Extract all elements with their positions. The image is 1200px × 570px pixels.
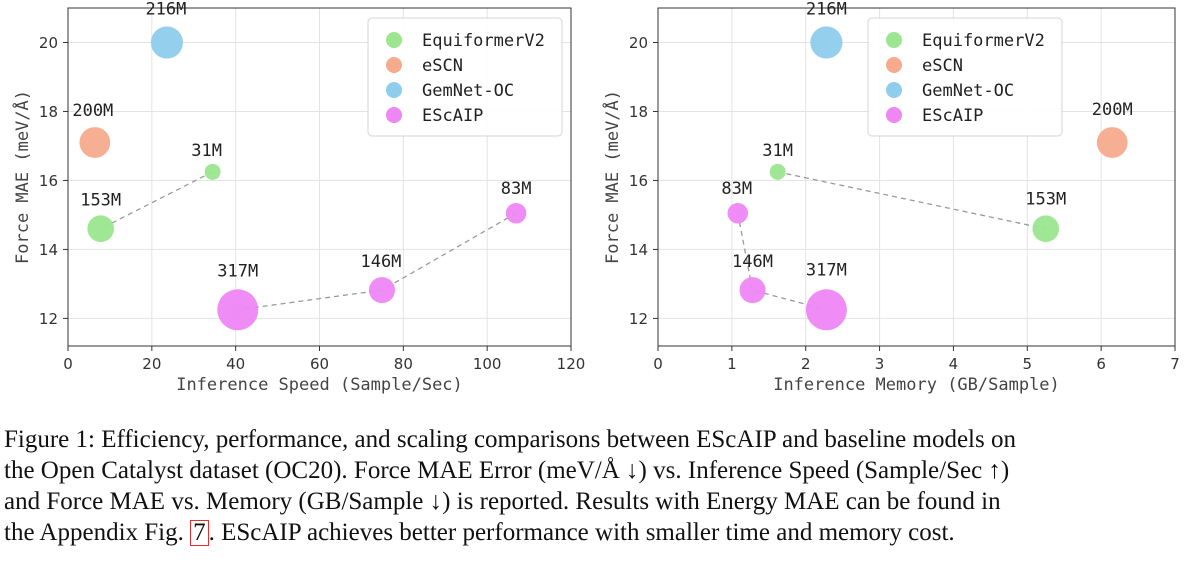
x-tick-label: 2 — [801, 355, 811, 373]
series-connector-escaip — [737, 213, 827, 311]
legend-label: GemNet-OC — [422, 81, 514, 101]
data-label: 153M — [1025, 189, 1066, 209]
figure-reference-link[interactable]: 7 — [190, 520, 209, 546]
data-point-gemnet-oc-216M — [150, 26, 184, 59]
data-point-escaip-146M — [739, 277, 766, 304]
data-label: 83M — [501, 179, 532, 199]
chart-1: 0 20 40 60 80 100 120 12 14 16 18 20 Inference Speed… — [11, 0, 585, 395]
x-tick-label: 80 — [394, 355, 413, 373]
y-tick-label: 14 — [39, 241, 58, 259]
y-tick-label: 20 — [629, 34, 648, 52]
caption-line-4-end: . EScAIP achieves better performance wit… — [208, 519, 955, 546]
legend-label: GemNet-OC — [922, 81, 1014, 101]
data-label: 146M — [360, 252, 401, 272]
data-point-equiformerv2-31M — [204, 163, 221, 180]
x-tick-label: 6 — [1096, 355, 1106, 373]
data-point-equiformerv2-153M — [87, 215, 115, 243]
legend-label: EScAIP — [422, 106, 483, 126]
caption-line-3: and Force MAE vs. Memory (GB/Sample ↓) i… — [4, 488, 1001, 515]
x-tick-label: 20 — [142, 355, 161, 373]
legend-label: EScAIP — [922, 106, 983, 126]
legend-swatch — [886, 32, 902, 48]
legend-label: EquiformerV2 — [922, 31, 1045, 51]
y-tick-label: 14 — [629, 241, 648, 259]
caption-line-4: the Appendix Fig. 7. EScAIP achieves bet… — [4, 517, 1196, 548]
legend-swatch — [386, 57, 402, 73]
legend-swatch — [886, 57, 902, 73]
x-tick-label: 5 — [1023, 355, 1033, 373]
data-point-gemnet-oc-216M — [810, 26, 843, 59]
legend-swatch — [386, 82, 402, 98]
x-tick-label: 7 — [1170, 355, 1180, 373]
y-tick-label: 20 — [39, 34, 58, 52]
legend-swatch — [386, 32, 402, 48]
x-tick-label: 4 — [949, 355, 959, 373]
legend-label: eSCN — [422, 56, 463, 76]
data-point-equiformerv2-153M — [1032, 215, 1060, 243]
data-label: 200M — [1092, 100, 1133, 120]
data-point-escaip-83M — [727, 202, 749, 224]
legend-box — [867, 17, 1063, 137]
data-label: 31M — [191, 141, 222, 161]
data-point-escaip-146M — [368, 277, 395, 304]
legend-label: EquiformerV2 — [422, 31, 545, 51]
legend-swatch — [386, 107, 402, 123]
y-tick-label: 12 — [39, 310, 58, 328]
data-point-equiformerv2-31M — [769, 163, 786, 180]
x-tick-label: 0 — [63, 355, 73, 373]
data-point-escaip-317M — [805, 289, 847, 331]
data-point-escaip-83M — [505, 202, 527, 224]
data-label: 317M — [217, 261, 258, 281]
x-tick-label: 120 — [557, 355, 586, 373]
y-axis-label: Force MAE (meV/Å) — [11, 90, 33, 264]
figure-caption: Figure 1: Efficiency, performance, and s… — [4, 424, 1196, 548]
x-tick-label: 40 — [226, 355, 245, 373]
data-point-escaip-317M — [217, 289, 259, 331]
y-tick-label: 12 — [629, 310, 648, 328]
legend-swatch — [886, 107, 902, 123]
x-tick-label: 0 — [653, 355, 663, 373]
data-label: 83M — [721, 179, 752, 199]
x-tick-label: 60 — [310, 355, 329, 373]
caption-line-4-start: the Appendix Fig. — [4, 519, 184, 546]
legend: EquiformerV2 eSCN GemNet-OC EScAIP — [867, 17, 1063, 137]
series-connector-equiformerv2 — [777, 171, 1046, 230]
y-tick-label: 18 — [39, 103, 58, 121]
legend-label: eSCN — [922, 56, 963, 76]
data-label: 216M — [806, 0, 847, 19]
data-label: 31M — [762, 141, 793, 161]
y-tick-label: 16 — [39, 172, 58, 190]
plot-frame — [657, 7, 1176, 347]
x-tick-label: 100 — [473, 355, 502, 373]
x-tick-label: 1 — [727, 355, 737, 373]
data-label: 216M — [145, 0, 186, 19]
data-label: 200M — [72, 101, 113, 121]
data-label: 317M — [806, 260, 847, 280]
legend-box — [367, 17, 563, 137]
x-axis-label: Inference Memory (GB/Sample) — [773, 375, 1060, 395]
series-connector-equiformerv2 — [100, 171, 213, 230]
legend-swatch — [886, 82, 902, 98]
y-tick-label: 16 — [629, 172, 648, 190]
caption-line-2: the Open Catalyst dataset (OC20). Force … — [4, 457, 1010, 484]
data-point-escn-200M — [79, 127, 111, 158]
caption-line-1: Figure 1: Efficiency, performance, and s… — [4, 426, 1016, 453]
y-tick-label: 18 — [629, 103, 648, 121]
data-point-escn-200M — [1096, 127, 1128, 158]
legend: EquiformerV2 eSCN GemNet-OC EScAIP — [367, 17, 563, 137]
data-label: 146M — [732, 252, 773, 272]
x-tick-label: 3 — [875, 355, 885, 373]
data-label: 153M — [80, 190, 121, 210]
y-axis-label: Force MAE (meV/Å) — [601, 90, 623, 264]
x-axis-label: Inference Speed (Sample/Sec) — [176, 375, 463, 395]
